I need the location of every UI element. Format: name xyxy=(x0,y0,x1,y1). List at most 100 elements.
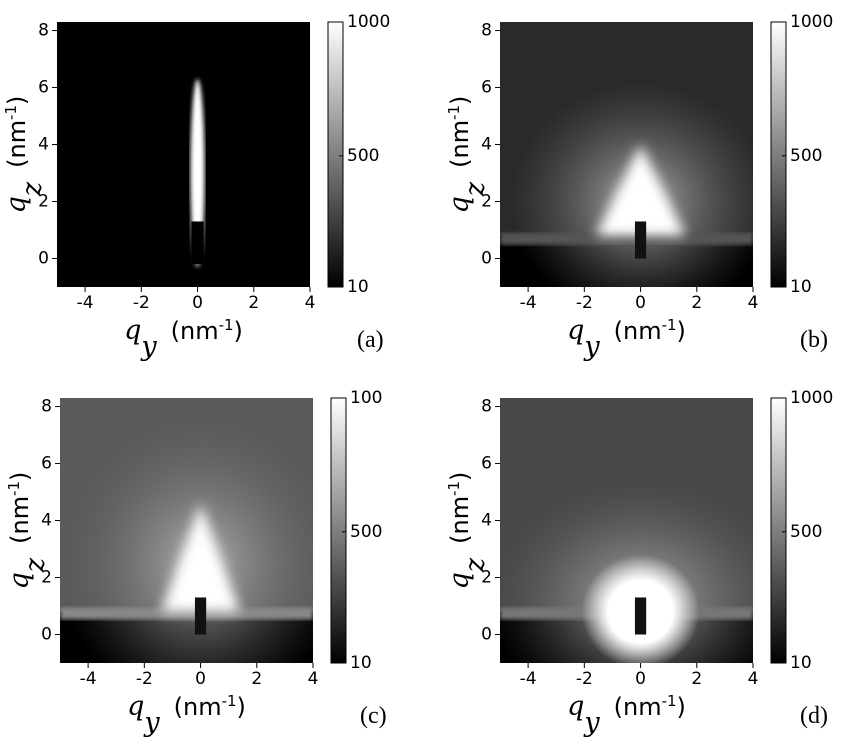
y-tick-label: 8 xyxy=(38,21,49,41)
y-axis-label-part: (nm xyxy=(3,120,31,168)
y-axis-label-part: ) xyxy=(3,96,31,105)
y-axis-label-part: z xyxy=(20,557,51,573)
x-tick-label: 2 xyxy=(251,669,262,689)
colorbar-tick-label: 500 xyxy=(790,522,822,542)
x-axis-label-part: y xyxy=(143,707,160,738)
y-axis-label-part: -1 xyxy=(445,481,463,496)
y-tick-label: 0 xyxy=(481,625,492,645)
x-axis-label: qy (nm-1) xyxy=(124,315,243,362)
y-axis-label-part: (nm xyxy=(446,496,474,544)
y-axis-label-part: (nm xyxy=(6,496,34,544)
x-axis-label-part: ) xyxy=(237,693,246,721)
y-tick-label: 8 xyxy=(481,21,492,41)
y-tick-label: 6 xyxy=(38,78,49,98)
colorbar-tick-label: 500 xyxy=(790,146,822,166)
y-axis-label-part: q xyxy=(1,196,32,213)
y-tick-label: 6 xyxy=(41,454,52,474)
y-tick-label: 2 xyxy=(38,192,49,212)
y-axis-label-part: ) xyxy=(446,96,474,105)
colorbar-tick-label: 100 xyxy=(350,388,382,408)
colorbar-tick-label: 10 xyxy=(347,277,369,297)
x-axis-label-part: y xyxy=(140,331,157,362)
colorbar-tick-label: 1000 xyxy=(790,388,833,408)
x-tick-label: 4 xyxy=(748,669,759,689)
panel-label: (a) xyxy=(357,327,384,353)
y-axis-label-part: -1 xyxy=(5,481,23,496)
y-tick-label: 2 xyxy=(481,192,492,212)
x-tick-label: -4 xyxy=(520,293,537,313)
x-tick-label: 2 xyxy=(691,293,702,313)
y-axis-label-part: -1 xyxy=(445,105,463,120)
y-axis-label-part: ) xyxy=(446,472,474,481)
heatmap-image xyxy=(57,22,310,287)
colorbar-tick-label: 500 xyxy=(347,146,379,166)
heatmap-image xyxy=(500,398,753,663)
x-tick-label: -2 xyxy=(136,669,153,689)
x-axis-label-part: y xyxy=(583,331,600,362)
y-axis-label-part: q xyxy=(4,572,35,589)
y-axis-label-part: ) xyxy=(6,472,34,481)
x-axis-label-part: y xyxy=(583,707,600,738)
x-tick-label: 2 xyxy=(691,669,702,689)
y-axis-label: qz (nm-1) xyxy=(4,472,51,590)
y-tick-label: 0 xyxy=(38,249,49,269)
x-axis-label-part: q xyxy=(567,315,584,346)
y-tick-label: 8 xyxy=(481,397,492,417)
x-axis-label-part: -1 xyxy=(219,316,234,334)
colorbar-tick-label: 1000 xyxy=(790,12,833,32)
colorbar-tick-label: 500 xyxy=(350,522,382,542)
x-axis-label-part: -1 xyxy=(662,692,677,710)
y-tick-label: 2 xyxy=(41,568,52,588)
x-axis-label-part: -1 xyxy=(222,692,237,710)
x-tick-label: -2 xyxy=(576,293,593,313)
x-axis-label-part: ) xyxy=(677,317,686,345)
image-background xyxy=(57,22,310,287)
y-tick-label: 4 xyxy=(38,135,49,155)
y-axis-label-part: -1 xyxy=(2,105,20,120)
heatmap-image xyxy=(60,398,313,663)
colorbar xyxy=(770,397,787,664)
colorbar xyxy=(330,397,347,664)
colorbar-tick-label: 10 xyxy=(790,653,812,673)
x-tick-label: 0 xyxy=(635,293,646,313)
x-axis-label: qy (nm-1) xyxy=(567,315,686,362)
y-tick-label: 6 xyxy=(481,78,492,98)
x-axis-label-part: ) xyxy=(677,693,686,721)
y-tick-label: 4 xyxy=(481,135,492,155)
x-tick-label: 0 xyxy=(635,669,646,689)
y-tick-label: 0 xyxy=(41,625,52,645)
x-axis-label-part: q xyxy=(567,691,584,722)
x-axis-label-part: q xyxy=(127,691,144,722)
colorbar xyxy=(327,21,344,288)
colorbar-tick-label: 1000 xyxy=(347,12,390,32)
x-tick-label: -2 xyxy=(133,293,150,313)
y-axis-label-part: q xyxy=(444,572,475,589)
y-tick-label: 4 xyxy=(41,511,52,531)
x-tick-label: 4 xyxy=(748,293,759,313)
x-tick-label: 4 xyxy=(305,293,316,313)
heatmap-image xyxy=(500,22,753,287)
y-tick-label: 0 xyxy=(481,249,492,269)
x-axis-label-part: (nm xyxy=(174,693,222,721)
y-axis-label: qz (nm-1) xyxy=(444,96,491,214)
x-axis-label-part: q xyxy=(124,315,141,346)
panel-label: (d) xyxy=(800,703,828,729)
colorbar xyxy=(770,21,787,288)
x-tick-label: 4 xyxy=(308,669,319,689)
x-axis-label-part: (nm xyxy=(171,317,219,345)
x-axis-label-part: -1 xyxy=(662,316,677,334)
panel-label: (b) xyxy=(800,327,828,353)
x-tick-label: 0 xyxy=(192,293,203,313)
x-tick-label: -4 xyxy=(77,293,94,313)
y-axis-label: qz (nm-1) xyxy=(1,96,48,214)
colorbar-tick-label: 10 xyxy=(790,277,812,297)
x-tick-label: 2 xyxy=(248,293,259,313)
colorbar-tick-label: 10 xyxy=(350,653,372,673)
x-tick-label: 0 xyxy=(195,669,206,689)
y-axis-label-part: z xyxy=(460,181,491,197)
y-axis-label: qz (nm-1) xyxy=(444,472,491,590)
